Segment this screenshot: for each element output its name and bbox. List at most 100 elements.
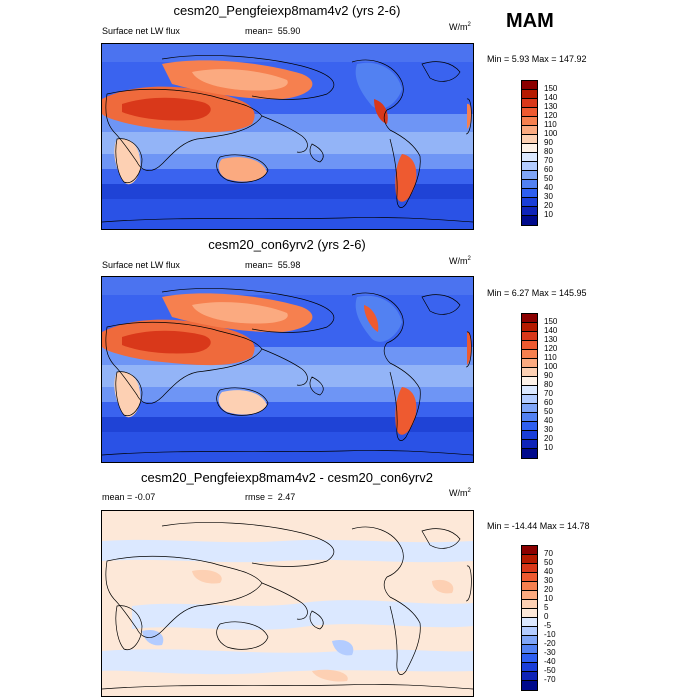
colorbar-swatch bbox=[522, 377, 537, 386]
colorbar-tick-label: 40 bbox=[544, 183, 553, 192]
colorbar-tick-label: 100 bbox=[544, 129, 558, 138]
colorbar-swatch bbox=[522, 180, 537, 189]
colorbar-swatch bbox=[522, 431, 537, 440]
colorbar-swatch bbox=[522, 449, 537, 458]
colorbar-swatch bbox=[522, 368, 537, 377]
panel2-min-max: Min = 6.27 Max = 145.95 bbox=[487, 288, 587, 298]
colorbar-tick-label: 10 bbox=[544, 210, 553, 219]
panel3-colorbar: 70 50 40 30 20 10 5 0 -5 -10 -20 -30 -40 -50 -70 bbox=[521, 545, 581, 695]
panel1-min-max: Min = 5.93 Max = 147.92 bbox=[487, 54, 587, 64]
colorbar-swatch bbox=[522, 600, 537, 609]
colorbar-swatch bbox=[522, 162, 537, 171]
colorbar-tick-label: 100 bbox=[544, 362, 558, 371]
colorbar-tick-label: 20 bbox=[544, 585, 553, 594]
colorbar-swatch bbox=[522, 350, 537, 359]
colorbar-swatch bbox=[522, 672, 537, 681]
panel2-colorbar-swatches bbox=[521, 313, 538, 459]
colorbar-swatch bbox=[522, 609, 537, 618]
panel3-min-max: Min = -14.44 Max = 14.78 bbox=[487, 521, 590, 531]
colorbar-swatch bbox=[522, 171, 537, 180]
panel3-title: cesm20_Pengfeiexp8mam4v2 - cesm20_con6yr… bbox=[141, 470, 433, 485]
panel2-map-field bbox=[102, 277, 473, 462]
colorbar-tick-label: 120 bbox=[544, 344, 558, 353]
panel1-colorbar-swatches bbox=[521, 80, 538, 226]
colorbar-swatch bbox=[522, 618, 537, 627]
colorbar-swatch bbox=[522, 323, 537, 332]
colorbar-tick-label: 20 bbox=[544, 201, 553, 210]
colorbar-tick-label: 110 bbox=[544, 120, 557, 129]
colorbar-swatch bbox=[522, 564, 537, 573]
colorbar-tick-label: 50 bbox=[544, 174, 553, 183]
colorbar-tick-label: 80 bbox=[544, 380, 553, 389]
panel3-mean-label: mean = -0.07 bbox=[102, 492, 156, 502]
colorbar-tick-label: 150 bbox=[544, 84, 558, 93]
panel2-colorbar: 150 140 130 120 110 100 90 80 70 60 50 40 30 20 10 bbox=[521, 313, 581, 463]
panel3-colorbar-swatches bbox=[521, 545, 538, 691]
colorbar-tick-label: 0 bbox=[544, 612, 549, 621]
colorbar-tick-label: 150 bbox=[544, 317, 558, 326]
colorbar-tick-label: 70 bbox=[544, 549, 553, 558]
colorbar-tick-label: 20 bbox=[544, 434, 553, 443]
panel1-colorbar: 150 140 130 120 110 100 90 80 70 60 50 40 30 20 10 bbox=[521, 80, 581, 230]
colorbar-swatch bbox=[522, 413, 537, 422]
colorbar-swatch bbox=[522, 144, 537, 153]
colorbar-swatch bbox=[522, 546, 537, 555]
colorbar-tick-label: 40 bbox=[544, 567, 553, 576]
colorbar-tick-label: -5 bbox=[544, 621, 552, 630]
colorbar-swatch bbox=[522, 189, 537, 198]
colorbar-tick-label: 60 bbox=[544, 165, 553, 174]
colorbar-swatch bbox=[522, 126, 537, 135]
colorbar-swatch bbox=[522, 198, 537, 207]
colorbar-swatch bbox=[522, 582, 537, 591]
colorbar-tick-label: -10 bbox=[544, 630, 556, 639]
panel2-variable-label: Surface net LW flux bbox=[102, 260, 180, 270]
colorbar-swatch bbox=[522, 216, 537, 225]
colorbar-tick-label: 130 bbox=[544, 335, 558, 344]
colorbar-tick-label: -50 bbox=[544, 666, 556, 675]
colorbar-swatch bbox=[522, 645, 537, 654]
colorbar-swatch bbox=[522, 654, 537, 663]
colorbar-tick-label: -30 bbox=[544, 648, 556, 657]
panel3-rmse-label: rmse = 2.47 bbox=[245, 492, 296, 502]
panel1-variable-label: Surface net LW flux bbox=[102, 26, 180, 36]
colorbar-tick-label: 140 bbox=[544, 93, 558, 102]
panel1-title: cesm20_Pengfeiexp8mam4v2 (yrs 2-6) bbox=[173, 3, 401, 18]
colorbar-swatch bbox=[522, 135, 537, 144]
colorbar-swatch bbox=[522, 386, 537, 395]
colorbar-tick-label: 30 bbox=[544, 192, 553, 201]
colorbar-tick-label: 5 bbox=[544, 603, 549, 612]
colorbar-tick-label: 30 bbox=[544, 576, 553, 585]
colorbar-tick-label: 90 bbox=[544, 138, 553, 147]
colorbar-swatch bbox=[522, 359, 537, 368]
colorbar-tick-label: 70 bbox=[544, 156, 553, 165]
colorbar-tick-label: 50 bbox=[544, 558, 553, 567]
panel1-units: W/m2 bbox=[449, 22, 471, 32]
colorbar-swatch bbox=[522, 153, 537, 162]
colorbar-tick-label: 90 bbox=[544, 371, 553, 380]
panel3-map bbox=[101, 510, 474, 697]
panel1-map-field bbox=[102, 44, 473, 229]
colorbar-swatch bbox=[522, 663, 537, 672]
panel2-mean-label: mean= 55.98 bbox=[245, 260, 301, 270]
colorbar-tick-label: 50 bbox=[544, 407, 553, 416]
colorbar-swatch bbox=[522, 573, 537, 582]
panel2-map bbox=[101, 276, 474, 463]
colorbar-swatch bbox=[522, 591, 537, 600]
colorbar-swatch bbox=[522, 404, 537, 413]
colorbar-tick-label: 40 bbox=[544, 416, 553, 425]
colorbar-swatch bbox=[522, 440, 537, 449]
panel2-units: W/m2 bbox=[449, 256, 471, 266]
colorbar-swatch bbox=[522, 636, 537, 645]
colorbar-tick-label: 80 bbox=[544, 147, 553, 156]
colorbar-swatch bbox=[522, 341, 537, 350]
colorbar-swatch bbox=[522, 207, 537, 216]
panel1-mean-label: mean= 55.90 bbox=[245, 26, 301, 36]
colorbar-tick-label: -70 bbox=[544, 675, 556, 684]
season-label: MAM bbox=[506, 10, 554, 32]
colorbar-swatch bbox=[522, 117, 537, 126]
colorbar-tick-label: 10 bbox=[544, 443, 553, 452]
colorbar-tick-label: 10 bbox=[544, 594, 553, 603]
colorbar-tick-label: -40 bbox=[544, 657, 556, 666]
colorbar-swatch bbox=[522, 99, 537, 108]
colorbar-tick-label: 130 bbox=[544, 102, 558, 111]
